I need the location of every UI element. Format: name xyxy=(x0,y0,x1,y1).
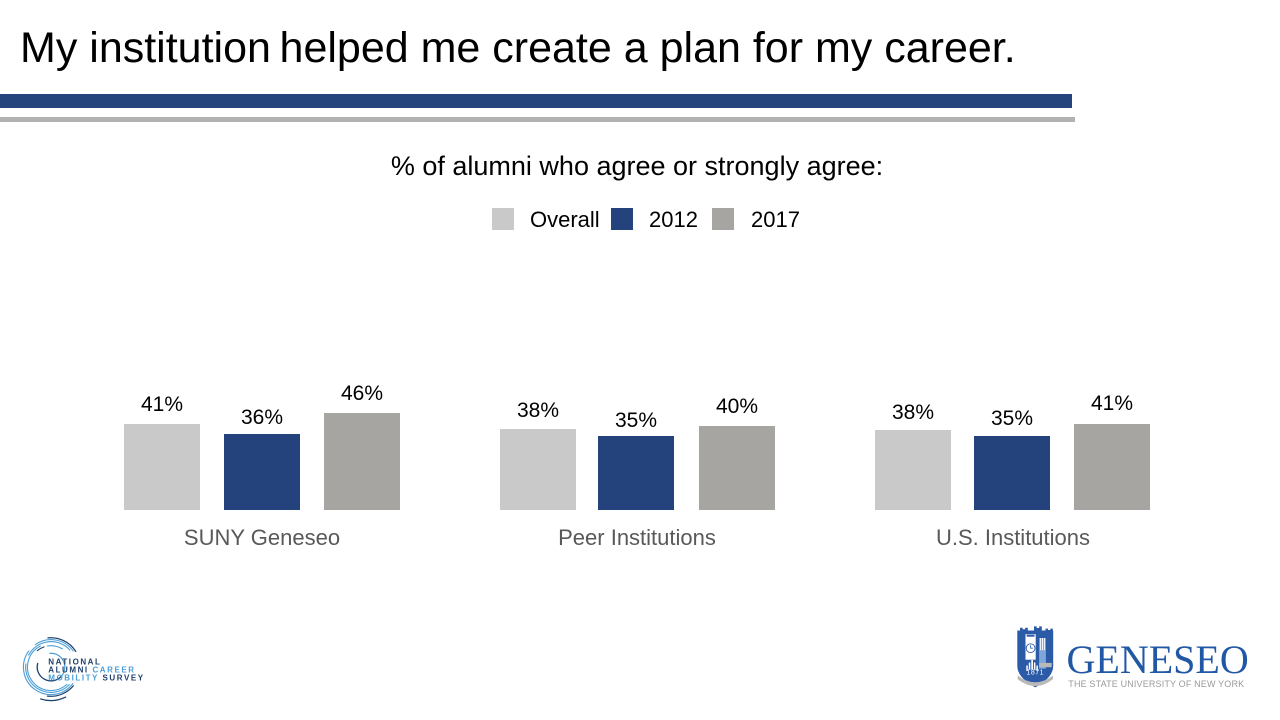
svg-text:GENESEO: GENESEO xyxy=(1067,637,1249,682)
svg-text:ALUMNI CAREER: ALUMNI CAREER xyxy=(48,666,135,675)
svg-text:MOBILITY SURVEY: MOBILITY SURVEY xyxy=(48,674,144,683)
svg-text:NATIONAL: NATIONAL xyxy=(48,658,101,667)
svg-text:1871: 1871 xyxy=(1027,670,1045,677)
svg-text:THE STATE UNIVERSITY OF NEW YO: THE STATE UNIVERSITY OF NEW YORK xyxy=(1068,679,1244,689)
